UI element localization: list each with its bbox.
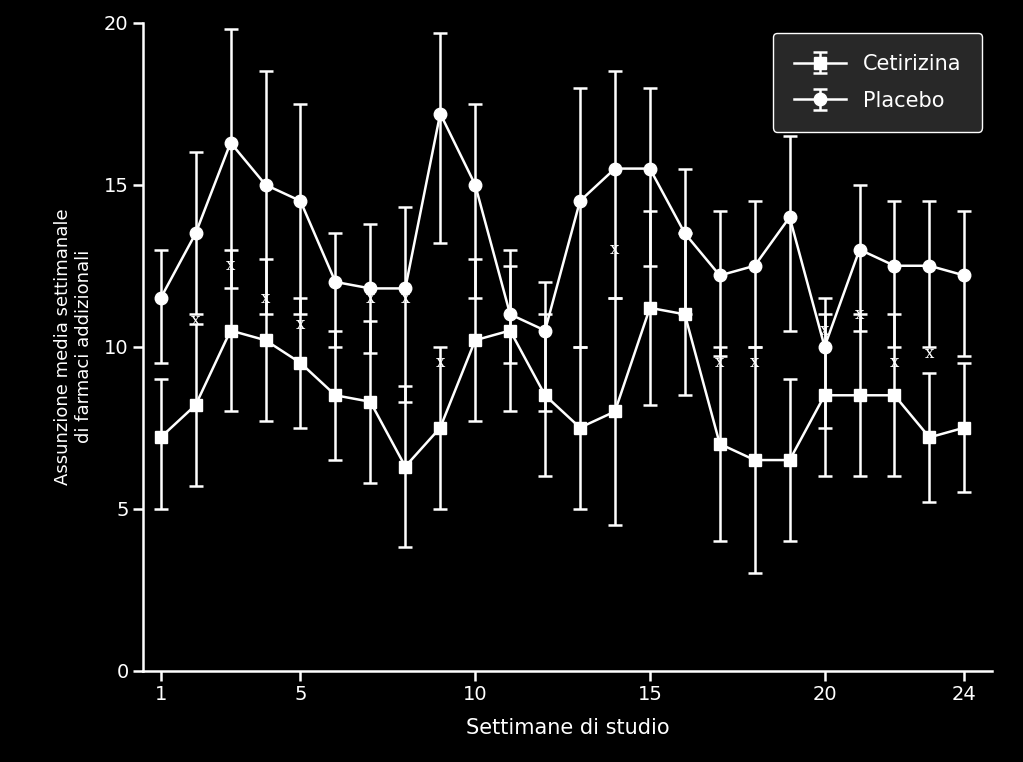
Legend: Cetirizina, Placebo: Cetirizina, Placebo xyxy=(773,34,982,132)
Text: x: x xyxy=(855,306,864,323)
Y-axis label: Assunzione media settimanale
di farmaci addizionali: Assunzione media settimanale di farmaci … xyxy=(54,208,93,485)
Text: x: x xyxy=(401,290,410,306)
Text: x: x xyxy=(436,354,445,371)
Text: x: x xyxy=(611,241,620,258)
Text: x: x xyxy=(819,322,830,339)
Text: x: x xyxy=(365,290,375,306)
Text: x: x xyxy=(750,354,759,371)
Text: x: x xyxy=(226,258,235,274)
Text: x: x xyxy=(261,290,270,306)
X-axis label: Settimane di studio: Settimane di studio xyxy=(465,718,670,738)
Text: x: x xyxy=(890,354,899,371)
Text: x: x xyxy=(925,344,934,362)
Text: x: x xyxy=(191,312,201,329)
Text: x: x xyxy=(715,354,724,371)
Text: x: x xyxy=(296,315,305,332)
